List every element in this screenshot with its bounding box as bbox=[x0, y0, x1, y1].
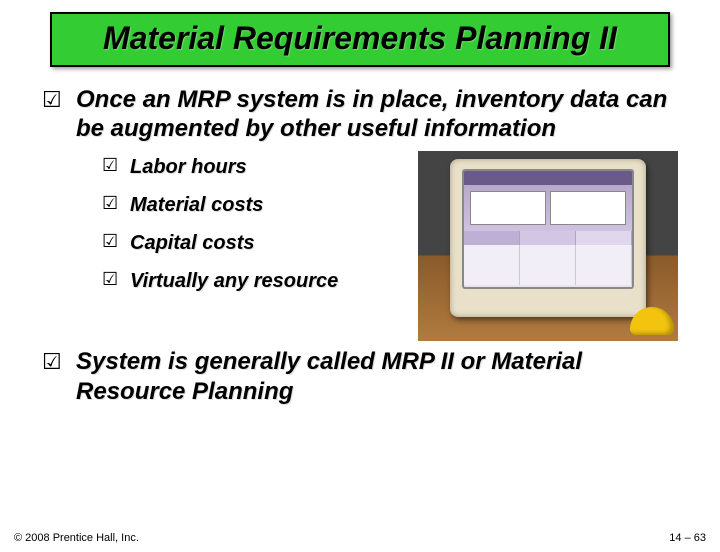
bullet-level2: ☑ Labor hours bbox=[102, 155, 410, 179]
checkbox-icon: ☑ bbox=[102, 231, 130, 253]
bullet-level1: ☑ Once an MRP system is in place, invent… bbox=[42, 85, 678, 144]
page-number: 14 – 63 bbox=[669, 532, 706, 544]
sub-bullet-text: Capital costs bbox=[130, 231, 254, 255]
slide-title: Material Requirements Planning II bbox=[62, 20, 658, 57]
sub-bullet-column: ☑ Labor hours ☑ Material costs ☑ Capital… bbox=[102, 155, 410, 307]
checkbox-icon: ☑ bbox=[102, 269, 130, 291]
bullet-text: Once an MRP system is in place, inventor… bbox=[76, 85, 678, 144]
bullet-text: System is generally called MRP II or Mat… bbox=[76, 347, 678, 406]
checkbox-icon: ☑ bbox=[102, 155, 130, 177]
sub-bullet-row: ☑ Labor hours ☑ Material costs ☑ Capital… bbox=[42, 155, 678, 341]
screen-icon bbox=[462, 169, 634, 289]
copyright-text: © 2008 Prentice Hall, Inc. bbox=[14, 532, 139, 544]
computer-image bbox=[418, 151, 678, 341]
bullet-level2: ☑ Virtually any resource bbox=[102, 269, 410, 293]
monitor-icon bbox=[450, 159, 646, 317]
checkbox-icon: ☑ bbox=[42, 347, 76, 375]
sub-bullet-text: Labor hours bbox=[130, 155, 247, 179]
bullet-level1: ☑ System is generally called MRP II or M… bbox=[42, 347, 678, 406]
title-box: Material Requirements Planning II bbox=[50, 12, 670, 67]
checkbox-icon: ☑ bbox=[42, 85, 76, 113]
checkbox-icon: ☑ bbox=[102, 193, 130, 215]
bullet-level2: ☑ Material costs bbox=[102, 193, 410, 217]
sub-bullet-text: Material costs bbox=[130, 193, 263, 217]
content-area: ☑ Once an MRP system is in place, invent… bbox=[0, 85, 720, 406]
sub-bullet-text: Virtually any resource bbox=[130, 269, 338, 293]
bullet-level2: ☑ Capital costs bbox=[102, 231, 410, 255]
footer: © 2008 Prentice Hall, Inc. 14 – 63 bbox=[14, 532, 706, 544]
